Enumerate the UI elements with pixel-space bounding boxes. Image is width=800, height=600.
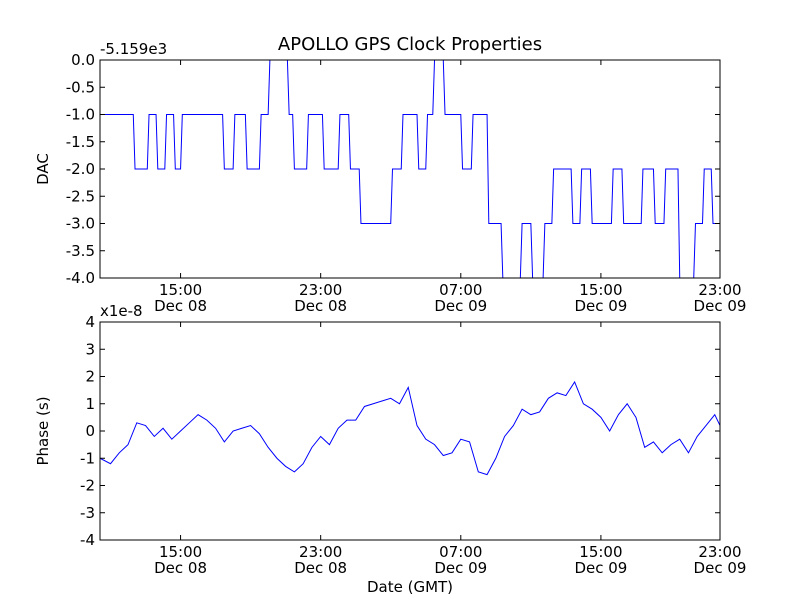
- y-tick-label: 1: [85, 395, 95, 413]
- axis-offset-label: -5.159e3: [100, 40, 167, 58]
- y-axis-label: Phase (s): [34, 396, 52, 465]
- x-tick-label-time: 15:00: [579, 543, 622, 561]
- y-tick-label: -0.5: [66, 78, 95, 96]
- x-tick-label-time: 23:00: [299, 281, 342, 299]
- x-tick-label-date: Dec 09: [574, 297, 627, 315]
- y-tick-label: 0: [85, 422, 95, 440]
- phase-panel-series-line: [100, 380, 720, 476]
- x-tick-label-time: 15:00: [579, 281, 622, 299]
- y-tick-label: -1.5: [66, 133, 95, 151]
- x-tick-label-time: 15:00: [159, 543, 202, 561]
- x-tick-label-date: Dec 08: [154, 559, 207, 577]
- x-axis-label: Date (GMT): [367, 578, 453, 596]
- x-tick-label-time: 23:00: [299, 543, 342, 561]
- y-tick-label: 4: [85, 313, 95, 331]
- x-tick-label-date: Dec 09: [434, 559, 487, 577]
- x-tick-label-time: 23:00: [698, 281, 741, 299]
- x-tick-label-date: Dec 08: [294, 297, 347, 315]
- y-axis-label: DAC: [34, 153, 52, 185]
- x-tick-label-date: Dec 08: [154, 297, 207, 315]
- x-tick-label-date: Dec 09: [574, 559, 627, 577]
- y-tick-label: 2: [85, 368, 95, 386]
- x-tick-label-date: Dec 09: [434, 297, 487, 315]
- y-tick-label: -4.0: [66, 269, 95, 287]
- dac-panel: 0.0 -0.5 -1.0 -1.5 -2.0 -2.5 -3.0 -3.5 -4.0 15:00…: [34, 40, 746, 315]
- x-tick-label-time: 15:00: [159, 281, 202, 299]
- x-tick-label-date: Dec 09: [694, 297, 747, 315]
- dac-panel-series-line: [100, 60, 720, 278]
- y-tick-label: -4: [80, 531, 95, 549]
- y-tick-label: -1: [80, 449, 95, 467]
- chart-title: APOLLO GPS Clock Properties: [278, 34, 542, 55]
- y-tick-label: 0.0: [71, 51, 95, 69]
- y-tick-label: -2: [80, 477, 95, 495]
- x-tick-label-date: Dec 09: [694, 559, 747, 577]
- y-tick-label: -2.5: [66, 187, 95, 205]
- x-tick-label-time: 23:00: [698, 543, 741, 561]
- x-tick-label-time: 07:00: [439, 281, 482, 299]
- y-tick-label: 3: [85, 340, 95, 358]
- y-tick-label: -3.5: [66, 242, 95, 260]
- y-tick-label: -3: [80, 504, 95, 522]
- x-tick-label-date: Dec 08: [294, 559, 347, 577]
- y-tick-label: -3.0: [66, 215, 95, 233]
- axis-offset-label: x1e-8: [100, 302, 143, 320]
- y-tick-label: -1.0: [66, 106, 95, 124]
- x-tick-label-time: 07:00: [439, 543, 482, 561]
- y-tick-label: -2.0: [66, 160, 95, 178]
